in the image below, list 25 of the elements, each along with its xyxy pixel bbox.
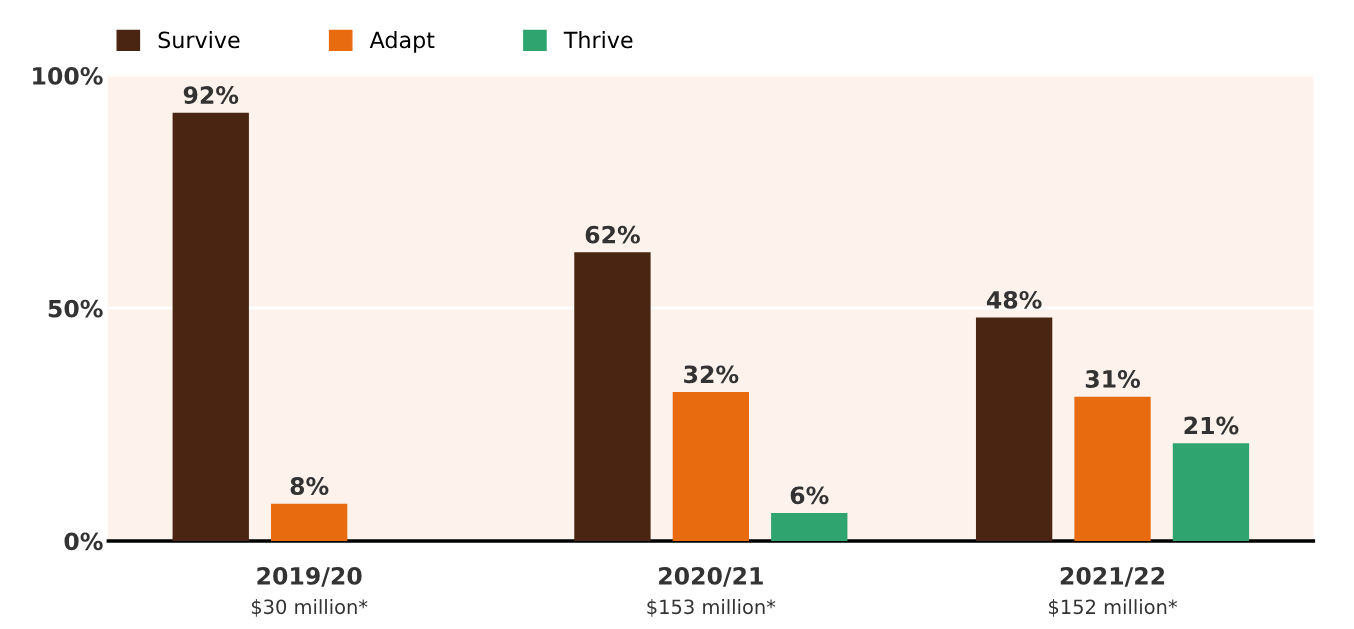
y-tick-label: 100% [33,66,103,85]
x-tick-label: 2019/20 $30 million* [251,566,368,617]
bar [1074,396,1151,541]
bar [672,391,750,541]
data-label: 32% [684,365,739,384]
bar [771,513,848,541]
x-tick-label: 2021/22 $152 million* [1049,566,1178,617]
data-label: 31% [1085,370,1141,388]
data-label: 62% [585,225,640,244]
data-label: 8% [290,477,329,495]
y-tick-label: 50% [48,299,103,318]
bar [1172,443,1250,541]
data-label: 6% [790,486,829,505]
bar [271,503,348,541]
bar [975,317,1053,541]
data-label: 21% [1184,416,1239,435]
data-label: 92% [183,86,239,104]
data-label: 48% [986,290,1042,309]
y-tick-label: 0% [64,532,103,551]
legend-label: Adapt [369,31,435,53]
legend-label: Survive [158,31,240,49]
bar [574,252,651,541]
legend-label: Thrive [563,31,633,49]
bar [172,112,249,541]
x-tick-label: 2020/21 $153 million* [647,566,776,617]
